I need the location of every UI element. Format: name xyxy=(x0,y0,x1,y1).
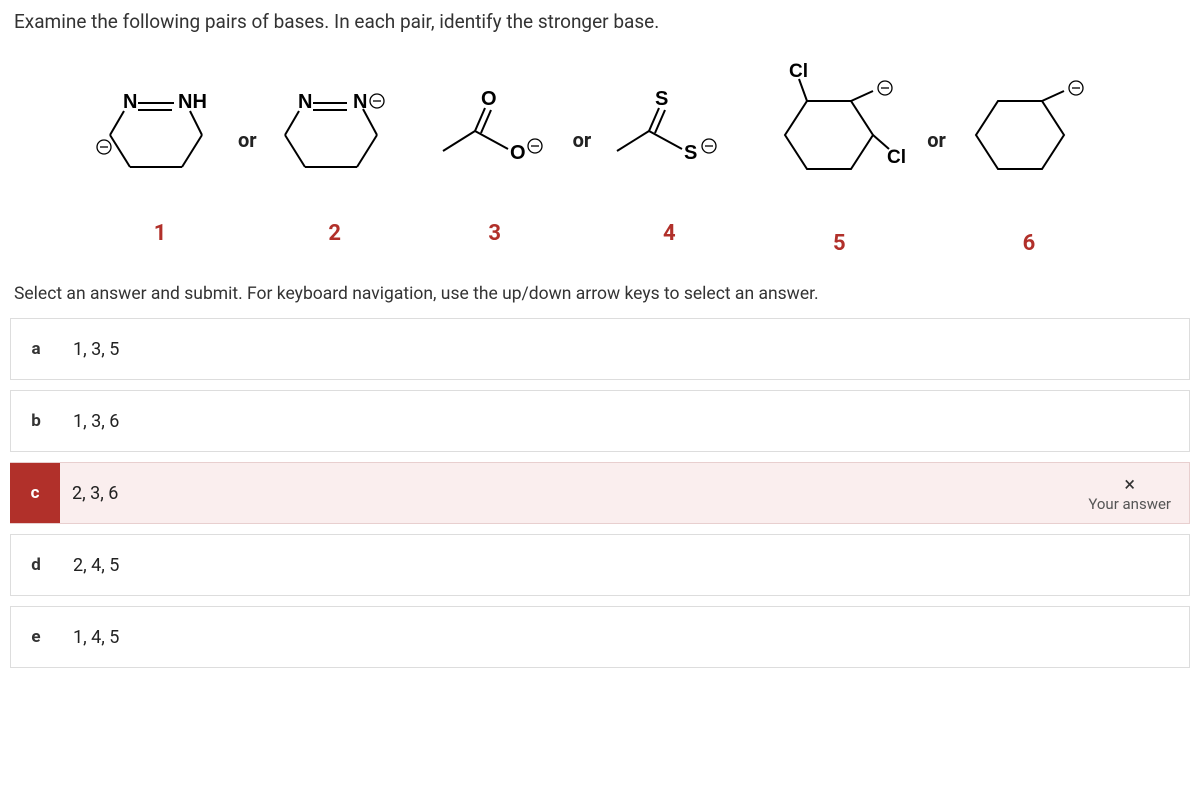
svg-text:NH: NH xyxy=(178,91,207,113)
svg-text:N: N xyxy=(298,91,312,113)
structure-label-5: 5 xyxy=(833,231,846,256)
structure-4: S S 4 xyxy=(599,73,739,246)
or-label: or xyxy=(573,128,592,152)
structure-1: N NH 1 xyxy=(90,73,230,246)
structure-label-4: 4 xyxy=(663,221,676,246)
answer-text: 1, 3, 6 xyxy=(61,391,1189,451)
svg-text:S: S xyxy=(684,142,697,164)
answer-option-a[interactable]: a 1, 3, 5 xyxy=(10,318,1190,380)
answer-key: a xyxy=(11,319,61,379)
answer-key: c xyxy=(10,463,60,523)
svg-text:N: N xyxy=(123,91,137,113)
or-label: or xyxy=(238,128,257,152)
or-label: or xyxy=(927,128,946,152)
answer-feedback: × Your answer xyxy=(1078,463,1189,523)
pair-5-6: Cl Cl 5 or 6 xyxy=(759,63,1104,256)
feedback-label: Your answer xyxy=(1088,495,1171,513)
answer-option-d[interactable]: d 2, 4, 5 xyxy=(10,534,1190,596)
answer-option-c[interactable]: c 2, 3, 6 × Your answer xyxy=(10,462,1190,524)
answer-text: 1, 3, 5 xyxy=(61,319,1189,379)
structures-figure: N NH 1 or N N xyxy=(0,33,1200,266)
svg-text:Cl: Cl xyxy=(789,63,808,82)
answer-text: 1, 4, 5 xyxy=(61,607,1189,667)
answer-list: a 1, 3, 5 b 1, 3, 6 c 2, 3, 6 × Your ans… xyxy=(0,312,1200,684)
svg-text:Cl: Cl xyxy=(887,147,906,168)
answer-text: 2, 3, 6 xyxy=(60,463,1078,523)
structure-label-6: 6 xyxy=(1023,231,1036,256)
svg-text:N: N xyxy=(353,91,367,113)
structure-label-3: 3 xyxy=(488,221,501,246)
answer-option-e[interactable]: e 1, 4, 5 xyxy=(10,606,1190,668)
answer-text: 2, 4, 5 xyxy=(61,535,1189,595)
structure-5: Cl Cl 5 xyxy=(759,63,919,256)
answer-key: e xyxy=(11,607,61,667)
svg-text:O: O xyxy=(481,88,497,110)
answer-key: d xyxy=(11,535,61,595)
structure-label-1: 1 xyxy=(154,221,167,246)
structure-label-2: 2 xyxy=(328,221,341,246)
svg-text:O: O xyxy=(510,142,526,164)
question-text: Examine the following pairs of bases. In… xyxy=(0,0,1200,33)
incorrect-icon: × xyxy=(1124,474,1135,494)
structure-3: O O 3 xyxy=(425,73,565,246)
svg-text:S: S xyxy=(655,88,668,110)
answer-option-b[interactable]: b 1, 3, 6 xyxy=(10,390,1190,452)
pair-3-4: O O 3 or S S 4 xyxy=(425,73,740,246)
structure-6: 6 xyxy=(954,63,1104,256)
pair-1-2: N NH 1 or N N xyxy=(90,73,405,246)
structure-2: N N 2 xyxy=(265,73,405,246)
answer-key: b xyxy=(11,391,61,451)
instruction-text: Select an answer and submit. For keyboar… xyxy=(0,266,1200,312)
